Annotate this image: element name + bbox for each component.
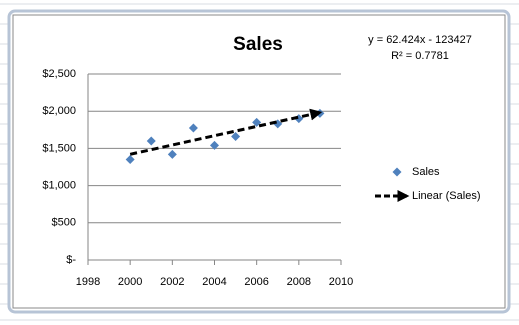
- y-tick-label: $1,000: [42, 180, 76, 192]
- y-tick-label: $500: [52, 217, 76, 229]
- data-point: [210, 140, 219, 150]
- x-tick-label: 2010: [329, 276, 353, 288]
- x-tick-label: 2002: [160, 276, 184, 288]
- x-tick-label: 2006: [244, 276, 268, 288]
- y-tick-label: $1,500: [42, 142, 76, 154]
- legend-label: Sales: [412, 166, 440, 178]
- y-tick-label: $-: [66, 254, 76, 266]
- chart-title: Sales: [233, 34, 283, 55]
- data-point: [125, 155, 135, 165]
- x-tick-label: 2004: [202, 276, 226, 288]
- data-point: [146, 136, 156, 146]
- legend-marker: [392, 167, 402, 177]
- data-point: [188, 123, 198, 133]
- trend-equation: y = 62.424x - 123427: [368, 34, 472, 46]
- trend-r-squared: R² = 0.7781: [391, 50, 449, 62]
- data-point: [167, 149, 177, 159]
- chart-area: [12, 14, 506, 309]
- x-tick-label: 1998: [76, 276, 100, 288]
- y-tick-label: $2,500: [42, 68, 76, 80]
- x-tick-label: 2008: [287, 276, 311, 288]
- data-point: [231, 131, 241, 141]
- y-tick-label: $2,000: [42, 105, 76, 117]
- x-tick-label: 2000: [118, 276, 142, 288]
- legend-label: Linear (Sales): [412, 190, 480, 202]
